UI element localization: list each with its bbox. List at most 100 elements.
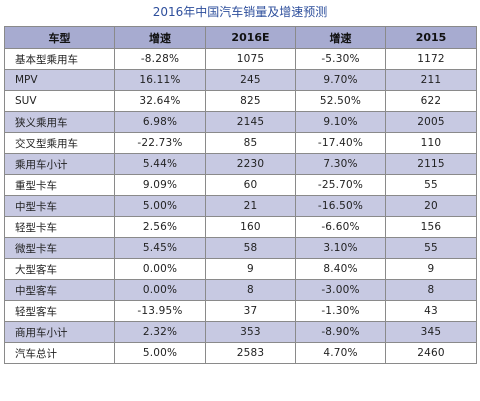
growth-2016-cell: 5.00% xyxy=(114,195,206,217)
growth-2016-cell: 6.98% xyxy=(114,111,206,133)
growth-2016-cell: -13.95% xyxy=(114,300,206,322)
growth-2016-cell: 0.00% xyxy=(114,279,206,301)
sales-2015-cell: 156 xyxy=(385,216,477,238)
vehicle-type-cell: 交叉型乘用车 xyxy=(4,132,115,154)
header-growth-2015: 增速 xyxy=(295,26,386,49)
growth-2015-cell: -3.00% xyxy=(295,279,386,301)
sales-2016e-cell: 353 xyxy=(205,321,296,343)
sales-2016e-cell: 21 xyxy=(205,195,296,217)
sales-2015-cell: 20 xyxy=(385,195,477,217)
growth-2015-cell: -25.70% xyxy=(295,174,386,196)
sales-2015-cell: 1172 xyxy=(385,48,477,70)
growth-2016-cell: 5.44% xyxy=(114,153,206,175)
table-row: MPV 16.11% 245 9.70% 211 xyxy=(4,69,477,91)
sales-2015-cell: 110 xyxy=(385,132,477,154)
table-row: 狭义乘用车 6.98% 2145 9.10% 2005 xyxy=(4,111,477,133)
vehicle-type-cell: 微型卡车 xyxy=(4,237,115,259)
sales-2015-cell: 2460 xyxy=(385,342,477,364)
growth-2015-cell: 52.50% xyxy=(295,90,386,112)
table-row: 中型客车 0.00% 8 -3.00% 8 xyxy=(4,279,477,301)
sales-2015-cell: 211 xyxy=(385,69,477,91)
growth-2015-cell: -5.30% xyxy=(295,48,386,70)
sales-2016e-cell: 60 xyxy=(205,174,296,196)
table-row: SUV 32.64% 825 52.50% 622 xyxy=(4,90,477,112)
growth-2016-cell: -8.28% xyxy=(114,48,206,70)
vehicle-type-cell: 中型客车 xyxy=(4,279,115,301)
vehicle-type-cell: 中型卡车 xyxy=(4,195,115,217)
growth-2015-cell: 4.70% xyxy=(295,342,386,364)
sales-2016e-cell: 2145 xyxy=(205,111,296,133)
table-body: 基本型乘用车 -8.28% 1075 -5.30% 1172 MPV 16.11% 245 9.… xyxy=(4,48,477,364)
table-row: 大型客车 0.00% 9 8.40% 9 xyxy=(4,258,477,280)
sales-2015-cell: 622 xyxy=(385,90,477,112)
growth-2016-cell: 2.32% xyxy=(114,321,206,343)
growth-2015-cell: -17.40% xyxy=(295,132,386,154)
growth-2016-cell: 2.56% xyxy=(114,216,206,238)
growth-2016-cell: 9.09% xyxy=(114,174,206,196)
table-row: 乘用车小计 5.44% 2230 7.30% 2115 xyxy=(4,153,477,175)
sales-2015-cell: 43 xyxy=(385,300,477,322)
growth-2015-cell: 9.70% xyxy=(295,69,386,91)
sales-2015-cell: 55 xyxy=(385,174,477,196)
sales-2016e-cell: 2583 xyxy=(205,342,296,364)
table-row: 基本型乘用车 -8.28% 1075 -5.30% 1172 xyxy=(4,48,477,70)
growth-2015-cell: -8.90% xyxy=(295,321,386,343)
vehicle-type-cell: 狭义乘用车 xyxy=(4,111,115,133)
table-header-row: 车型 增速 2016E 增速 2015 xyxy=(4,26,477,49)
vehicle-type-cell: 轻型卡车 xyxy=(4,216,115,238)
sales-2016e-cell: 825 xyxy=(205,90,296,112)
growth-2016-cell: 32.64% xyxy=(114,90,206,112)
sales-2015-cell: 345 xyxy=(385,321,477,343)
growth-2015-cell: -16.50% xyxy=(295,195,386,217)
sales-2016e-cell: 1075 xyxy=(205,48,296,70)
table-title: 2016年中国汽车销量及增速预测 xyxy=(152,5,328,19)
sales-2016e-cell: 160 xyxy=(205,216,296,238)
vehicle-type-cell: 重型卡车 xyxy=(4,174,115,196)
vehicle-type-cell: 商用车小计 xyxy=(4,321,115,343)
growth-2016-cell: 0.00% xyxy=(114,258,206,280)
growth-2015-cell: -1.30% xyxy=(295,300,386,322)
sales-forecast-table: 车型 增速 2016E 增速 2015 基本型乘用车 -8.28% 1075 -5.3… xyxy=(4,26,477,364)
growth-2015-cell: 7.30% xyxy=(295,153,386,175)
table-row: 轻型客车 -13.95% 37 -1.30% 43 xyxy=(4,300,477,322)
growth-2015-cell: 3.10% xyxy=(295,237,386,259)
table-row: 微型卡车 5.45% 58 3.10% 55 xyxy=(4,237,477,259)
sales-2015-cell: 2115 xyxy=(385,153,477,175)
table-row: 中型卡车 5.00% 21 -16.50% 20 xyxy=(4,195,477,217)
table-row: 交叉型乘用车 -22.73% 85 -17.40% 110 xyxy=(4,132,477,154)
vehicle-type-cell: 大型客车 xyxy=(4,258,115,280)
vehicle-type-cell: 汽车总计 xyxy=(4,342,115,364)
sales-2016e-cell: 85 xyxy=(205,132,296,154)
sales-2016e-cell: 9 xyxy=(205,258,296,280)
growth-2016-cell: 5.45% xyxy=(114,237,206,259)
vehicle-type-cell: MPV xyxy=(4,69,115,91)
table-row: 轻型卡车 2.56% 160 -6.60% 156 xyxy=(4,216,477,238)
header-growth-2016: 增速 xyxy=(114,26,206,49)
vehicle-type-cell: 乘用车小计 xyxy=(4,153,115,175)
header-vehicle-type: 车型 xyxy=(4,26,115,49)
growth-2015-cell: 8.40% xyxy=(295,258,386,280)
growth-2016-cell: 16.11% xyxy=(114,69,206,91)
vehicle-type-cell: SUV xyxy=(4,90,115,112)
table-row: 汽车总计 5.00% 2583 4.70% 2460 xyxy=(4,342,477,364)
sales-2016e-cell: 58 xyxy=(205,237,296,259)
vehicle-type-cell: 基本型乘用车 xyxy=(4,48,115,70)
sales-2015-cell: 9 xyxy=(385,258,477,280)
header-sales-2016e: 2016E xyxy=(205,26,296,49)
growth-2015-cell: 9.10% xyxy=(295,111,386,133)
sales-2015-cell: 8 xyxy=(385,279,477,301)
sales-2015-cell: 2005 xyxy=(385,111,477,133)
sales-2015-cell: 55 xyxy=(385,237,477,259)
growth-2015-cell: -6.60% xyxy=(295,216,386,238)
vehicle-type-cell: 轻型客车 xyxy=(4,300,115,322)
sales-2016e-cell: 37 xyxy=(205,300,296,322)
growth-2016-cell: -22.73% xyxy=(114,132,206,154)
table-row: 商用车小计 2.32% 353 -8.90% 345 xyxy=(4,321,477,343)
table-row: 重型卡车 9.09% 60 -25.70% 55 xyxy=(4,174,477,196)
sales-2016e-cell: 8 xyxy=(205,279,296,301)
sales-2016e-cell: 245 xyxy=(205,69,296,91)
header-sales-2015: 2015 xyxy=(385,26,477,49)
growth-2016-cell: 5.00% xyxy=(114,342,206,364)
sales-2016e-cell: 2230 xyxy=(205,153,296,175)
